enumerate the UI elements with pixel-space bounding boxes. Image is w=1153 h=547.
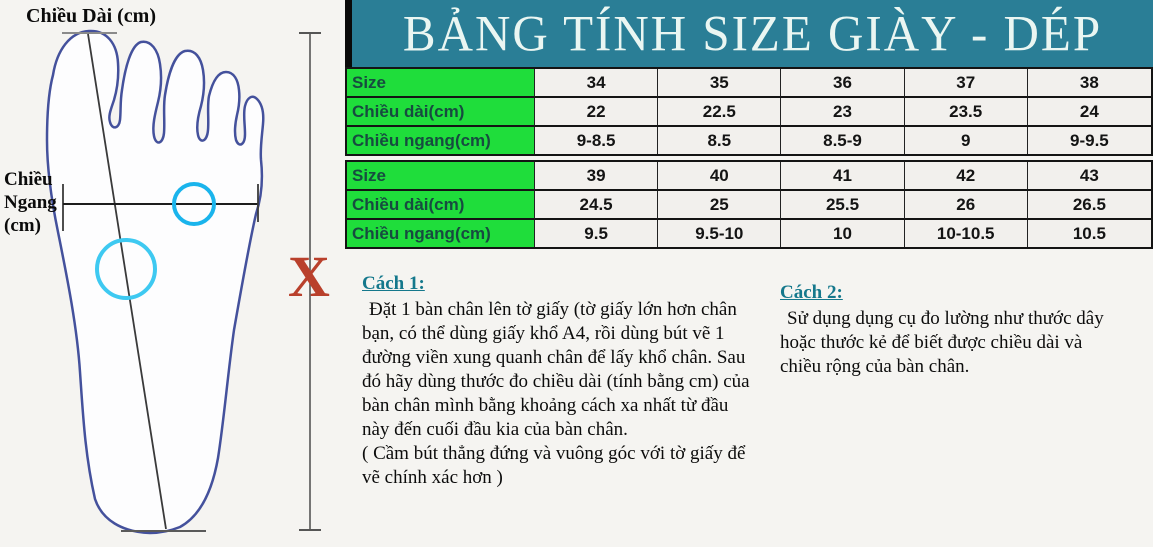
arch-point-circle-icon	[95, 238, 157, 300]
size-value: 38	[1027, 69, 1151, 98]
row-header-length: Chiều dài(cm)	[347, 191, 535, 220]
title-banner: BẢNG TÍNH SIZE GIÀY - DÉP	[345, 0, 1153, 67]
ball-point-circle-icon	[172, 182, 216, 226]
method-1-section: Cách 1: Đặt 1 bàn chân lên tờ giấy (tờ g…	[362, 272, 754, 490]
length-value: 25	[658, 191, 782, 220]
length-value: 25.5	[781, 191, 905, 220]
foot-measure-diagram: X	[45, 29, 330, 535]
row-header-size: Size	[347, 69, 535, 98]
row-header-length: Chiều dài(cm)	[347, 98, 535, 127]
method-1-heading: Cách 1:	[362, 273, 425, 294]
foot-outline	[45, 29, 265, 535]
size-value: 35	[658, 69, 782, 98]
size-value: 43	[1027, 162, 1151, 191]
method-1-text: Đặt 1 bàn chân lên tờ giấy (tờ giấy lớn …	[362, 299, 750, 440]
width-value: 10-10.5	[904, 220, 1028, 247]
red-x-icon: X	[288, 244, 330, 309]
width-value: 8.5	[658, 127, 782, 154]
width-value: 9-8.5	[535, 127, 659, 154]
size-value: 34	[535, 69, 659, 98]
size-value: 42	[904, 162, 1028, 191]
size-table-group-2: Size 39 40 41 42 43 Chiều dài(cm) 24.5 2…	[345, 160, 1153, 249]
length-value: 26	[904, 191, 1028, 220]
size-value: 41	[781, 162, 905, 191]
method-1-note: ( Cầm bút thẳng đứng và vuông góc với tờ…	[362, 443, 746, 488]
width-value: 9.5	[535, 220, 659, 247]
width-value: 10.5	[1027, 220, 1151, 247]
length-value: 23	[781, 98, 905, 127]
length-label: Chiều Dài (cm)	[26, 5, 156, 27]
length-diagonal-line	[87, 33, 167, 530]
method-2-text: Sử dụng dụng cụ đo lường như thước dây h…	[780, 308, 1104, 377]
length-value: 24.5	[535, 191, 659, 220]
length-value: 22	[535, 98, 659, 127]
width-value: 9-9.5	[1027, 127, 1151, 154]
width-value: 9	[904, 127, 1028, 154]
width-label: Chiều Ngang (cm)	[4, 169, 57, 236]
method-2-section: Cách 2: Sử dụng dụng cụ đo lường như thư…	[780, 281, 1116, 379]
page-title: BẢNG TÍNH SIZE GIÀY - DÉP	[402, 4, 1103, 63]
length-value: 24	[1027, 98, 1151, 127]
length-value: 22.5	[658, 98, 782, 127]
size-value: 40	[658, 162, 782, 191]
size-table-group-1: Size 34 35 36 37 38 Chiều dài(cm) 22 22.…	[345, 67, 1153, 156]
row-header-size: Size	[347, 162, 535, 191]
size-value: 37	[904, 69, 1028, 98]
row-header-width: Chiều ngang(cm)	[347, 127, 535, 154]
size-value: 39	[535, 162, 659, 191]
method-2-heading: Cách 2:	[780, 282, 843, 303]
row-header-width: Chiều ngang(cm)	[347, 220, 535, 247]
length-value: 23.5	[904, 98, 1028, 127]
width-value: 9.5-10	[658, 220, 782, 247]
width-value: 10	[781, 220, 905, 247]
length-value: 26.5	[1027, 191, 1151, 220]
width-value: 8.5-9	[781, 127, 905, 154]
size-value: 36	[781, 69, 905, 98]
